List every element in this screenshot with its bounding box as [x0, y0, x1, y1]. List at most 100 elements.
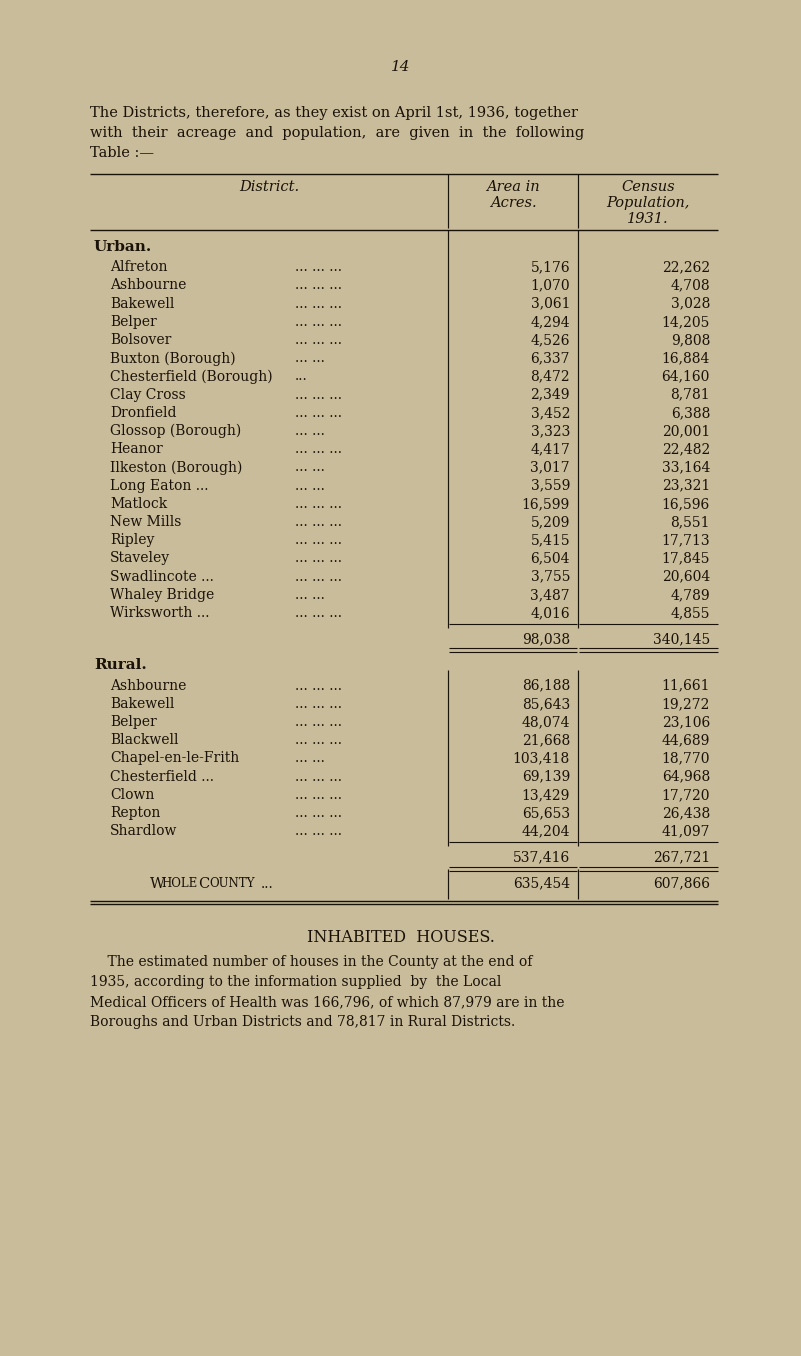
Text: 98,038: 98,038 [522, 632, 570, 647]
Text: 3,487: 3,487 [530, 587, 570, 602]
Text: Staveley: Staveley [110, 552, 170, 565]
Text: 9,808: 9,808 [670, 334, 710, 347]
Text: 4,294: 4,294 [530, 315, 570, 328]
Text: ... ... ...: ... ... ... [295, 515, 342, 529]
Text: Table :—: Table :— [90, 146, 154, 160]
Text: ... ...: ... ... [295, 424, 325, 438]
Text: ... ... ...: ... ... ... [295, 715, 342, 730]
Text: 8,472: 8,472 [530, 369, 570, 384]
Text: 267,721: 267,721 [653, 850, 710, 864]
Text: 17,720: 17,720 [662, 788, 710, 801]
Text: Matlock: Matlock [110, 496, 167, 511]
Text: Bakewell: Bakewell [110, 697, 175, 711]
Text: Long Eaton ...: Long Eaton ... [110, 479, 208, 492]
Text: HOLE: HOLE [161, 876, 197, 890]
Text: Chesterfield ...: Chesterfield ... [110, 770, 214, 784]
Text: 85,643: 85,643 [521, 697, 570, 711]
Text: 86,188: 86,188 [521, 678, 570, 693]
Text: ... ... ...: ... ... ... [295, 734, 342, 747]
Text: 607,866: 607,866 [653, 876, 710, 891]
Text: Ashbourne: Ashbourne [110, 678, 187, 693]
Text: 11,661: 11,661 [662, 678, 710, 693]
Text: Medical Officers of Health was 166,796, of which 87,979 are in the: Medical Officers of Health was 166,796, … [90, 995, 565, 1009]
Text: Area in: Area in [486, 180, 540, 194]
Text: ... ... ...: ... ... ... [295, 297, 342, 311]
Text: Urban.: Urban. [94, 240, 152, 254]
Text: 48,074: 48,074 [521, 715, 570, 730]
Text: Ashbourne: Ashbourne [110, 278, 187, 293]
Text: 13,429: 13,429 [521, 788, 570, 801]
Text: Alfreton: Alfreton [110, 260, 167, 274]
Text: with  their  acreage  and  population,  are  given  in  the  following: with their acreage and population, are g… [90, 126, 584, 140]
Text: 69,139: 69,139 [521, 770, 570, 784]
Text: ... ...: ... ... [295, 587, 325, 602]
Text: Boroughs and Urban Districts and 78,817 in Rural Districts.: Boroughs and Urban Districts and 78,817 … [90, 1014, 515, 1029]
Text: Belper: Belper [110, 315, 157, 328]
Text: Heanor: Heanor [110, 442, 163, 456]
Text: 3,323: 3,323 [530, 424, 570, 438]
Text: Ilkeston (Borough): Ilkeston (Borough) [110, 461, 243, 475]
Text: ... ... ...: ... ... ... [295, 788, 342, 801]
Text: 3,017: 3,017 [530, 461, 570, 475]
Text: ...: ... [261, 876, 274, 891]
Text: 20,604: 20,604 [662, 570, 710, 583]
Text: Shardlow: Shardlow [110, 824, 177, 838]
Text: ... ... ...: ... ... ... [295, 405, 342, 420]
Text: Glossop (Borough): Glossop (Borough) [110, 424, 241, 438]
Text: 4,016: 4,016 [530, 606, 570, 620]
Text: 4,855: 4,855 [670, 606, 710, 620]
Text: Swadlincote ...: Swadlincote ... [110, 570, 214, 583]
Text: Blackwell: Blackwell [110, 734, 179, 747]
Text: 44,689: 44,689 [662, 734, 710, 747]
Text: 20,001: 20,001 [662, 424, 710, 438]
Text: Rural.: Rural. [94, 659, 147, 673]
Text: ... ... ...: ... ... ... [295, 606, 342, 620]
Text: 3,559: 3,559 [530, 479, 570, 492]
Text: ... ... ...: ... ... ... [295, 278, 342, 293]
Text: ... ...: ... ... [295, 479, 325, 492]
Text: 4,526: 4,526 [530, 334, 570, 347]
Text: 537,416: 537,416 [513, 850, 570, 864]
Text: Chesterfield (Borough): Chesterfield (Borough) [110, 369, 272, 384]
Text: 16,596: 16,596 [662, 496, 710, 511]
Text: 44,204: 44,204 [521, 824, 570, 838]
Text: Population,: Population, [606, 197, 690, 210]
Text: 4,417: 4,417 [530, 442, 570, 456]
Text: Clown: Clown [110, 788, 155, 801]
Text: 635,454: 635,454 [513, 876, 570, 891]
Text: ... ...: ... ... [295, 461, 325, 475]
Text: 6,504: 6,504 [530, 552, 570, 565]
Text: ... ... ...: ... ... ... [295, 334, 342, 347]
Text: The estimated number of houses in the County at the end of: The estimated number of houses in the Co… [90, 955, 533, 968]
Text: 26,438: 26,438 [662, 805, 710, 820]
Text: 8,551: 8,551 [670, 515, 710, 529]
Text: 18,770: 18,770 [662, 751, 710, 765]
Text: 340,145: 340,145 [653, 632, 710, 647]
Text: 3,755: 3,755 [530, 570, 570, 583]
Text: Bolsover: Bolsover [110, 334, 171, 347]
Text: 4,708: 4,708 [670, 278, 710, 293]
Text: 14,205: 14,205 [662, 315, 710, 328]
Text: Buxton (Borough): Buxton (Borough) [110, 351, 235, 366]
Text: 17,713: 17,713 [662, 533, 710, 548]
Text: ... ...: ... ... [295, 351, 325, 365]
Text: 21,668: 21,668 [521, 734, 570, 747]
Text: Clay Cross: Clay Cross [110, 388, 186, 401]
Text: 8,781: 8,781 [670, 388, 710, 401]
Text: ... ... ...: ... ... ... [295, 260, 342, 274]
Text: Belper: Belper [110, 715, 157, 730]
Text: ... ... ...: ... ... ... [295, 805, 342, 820]
Text: 5,209: 5,209 [530, 515, 570, 529]
Text: 4,789: 4,789 [670, 587, 710, 602]
Text: 22,482: 22,482 [662, 442, 710, 456]
Text: District.: District. [239, 180, 299, 194]
Text: 23,106: 23,106 [662, 715, 710, 730]
Text: Wirksworth ...: Wirksworth ... [110, 606, 210, 620]
Text: 1935, according to the information supplied  by  the Local: 1935, according to the information suppl… [90, 975, 501, 989]
Text: Acres.: Acres. [489, 197, 537, 210]
Text: Census: Census [622, 180, 674, 194]
Text: 33,164: 33,164 [662, 461, 710, 475]
Text: 6,388: 6,388 [670, 405, 710, 420]
Text: ... ... ...: ... ... ... [295, 697, 342, 711]
Text: 1931.: 1931. [627, 212, 669, 226]
